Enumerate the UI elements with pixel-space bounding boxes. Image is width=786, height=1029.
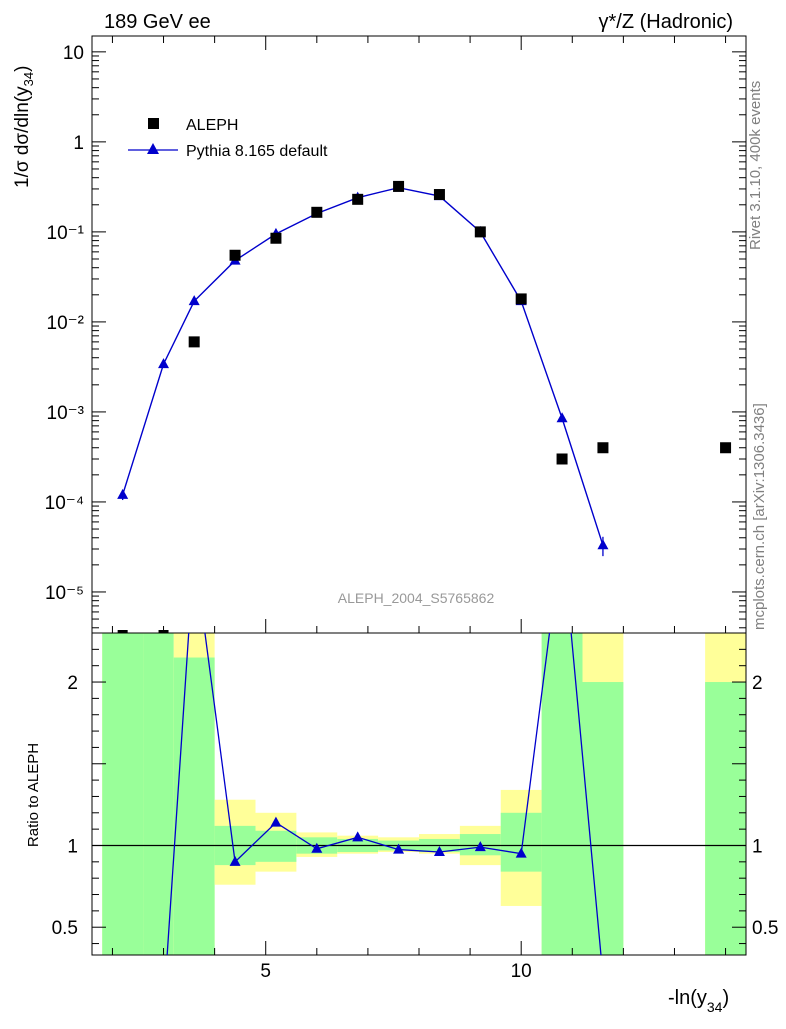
aleph-point xyxy=(556,453,568,465)
aleph-point xyxy=(393,180,405,192)
top-series-layer xyxy=(117,180,732,633)
ratio-point xyxy=(433,846,445,857)
aleph-point xyxy=(270,232,282,244)
ratio-uncertainty-bands xyxy=(102,633,746,955)
x-tick-label: 5 xyxy=(260,961,271,982)
ratio-band-green-11 xyxy=(541,633,583,955)
bottom-y-tick-label-right: 0.5 xyxy=(752,918,778,939)
top-y-ticks: 10⁻⁵ 10⁻⁴ 10⁻³ 10⁻² 10⁻¹ 1 10 xyxy=(45,43,746,629)
ratio-point xyxy=(229,855,241,866)
ratio-band-green-12 xyxy=(582,682,624,955)
legend-aleph-label: ALEPH xyxy=(186,117,238,134)
aleph-point xyxy=(433,189,445,201)
ratio-point xyxy=(311,842,323,853)
pythia-point xyxy=(597,539,609,550)
ratio-band-green-1 xyxy=(143,633,174,955)
ratio-series-layer xyxy=(166,633,602,955)
legend-aleph-marker xyxy=(148,118,159,129)
analysis-label: ALEPH_2004_S5765862 xyxy=(338,590,495,606)
top-y-tick-label: 10 xyxy=(63,43,84,64)
x-axis-label: -ln(y34) xyxy=(668,987,729,1015)
aleph-point xyxy=(474,226,486,238)
header-right: γ*/Z (Hadronic) xyxy=(599,11,733,33)
top-y-tick-label: 10⁻⁵ xyxy=(45,583,84,604)
bottom-y-tick-label-right: 1 xyxy=(752,836,763,857)
side-mcplots-label: mcplots.cern.ch [arXiv:1306.3436] xyxy=(751,403,768,630)
pythia-line xyxy=(121,186,604,546)
aleph-point xyxy=(311,206,323,218)
legend-pythia-label: Pythia 8.165 default xyxy=(186,143,328,160)
pythia-point xyxy=(556,412,568,423)
aleph-point xyxy=(229,249,241,261)
ratio-band-green-10 xyxy=(500,812,542,872)
top-y-axis-label: 1/σ dσ/dln(y34) xyxy=(12,66,36,188)
x-tick-label: 10 xyxy=(511,961,532,982)
ratio-point xyxy=(474,841,486,852)
legend-pythia-marker xyxy=(147,143,159,154)
header-left: 189 GeV ee xyxy=(104,11,211,33)
aleph-point xyxy=(720,442,732,454)
side-rivet-label: Rivet 3.1.10, 400k events xyxy=(747,81,764,250)
top-y-tick-label: 10⁻³ xyxy=(47,403,85,424)
pythia-point xyxy=(188,295,200,306)
bottom-y-ticks: 0.5 0.5 1 1 2 2 xyxy=(52,648,778,945)
bottom-y-tick-label-left: 1 xyxy=(67,836,78,857)
pythia-point xyxy=(117,488,129,499)
top-y-tick-label: 1 xyxy=(73,133,84,154)
bottom-y-axis-label: Ratio to ALEPH xyxy=(25,743,42,847)
ratio-band-green-0 xyxy=(102,633,144,955)
aleph-point xyxy=(188,336,200,348)
aleph-point xyxy=(597,442,609,454)
top-y-tick-label: 10⁻¹ xyxy=(47,223,85,244)
x-ticks: 5 10 xyxy=(111,36,727,982)
bottom-y-tick-label-left: 0.5 xyxy=(52,918,78,939)
ratio-point xyxy=(393,843,405,854)
ratio-point xyxy=(352,831,364,842)
top-y-tick-label: 10⁻⁴ xyxy=(45,493,84,514)
ratio-point xyxy=(270,816,282,827)
legend: ALEPH Pythia 8.165 default xyxy=(128,117,328,160)
aleph-point xyxy=(352,193,364,205)
bottom-y-tick-label-left: 2 xyxy=(67,673,78,694)
ratio-band-green-2 xyxy=(173,657,215,955)
top-y-tick-label: 10⁻² xyxy=(47,313,85,334)
ratio-band-green-13 xyxy=(705,682,746,955)
aleph-point xyxy=(515,293,527,305)
bottom-y-tick-label-right: 2 xyxy=(752,673,763,694)
ratio-point xyxy=(515,847,527,858)
pythia-point xyxy=(158,358,170,369)
